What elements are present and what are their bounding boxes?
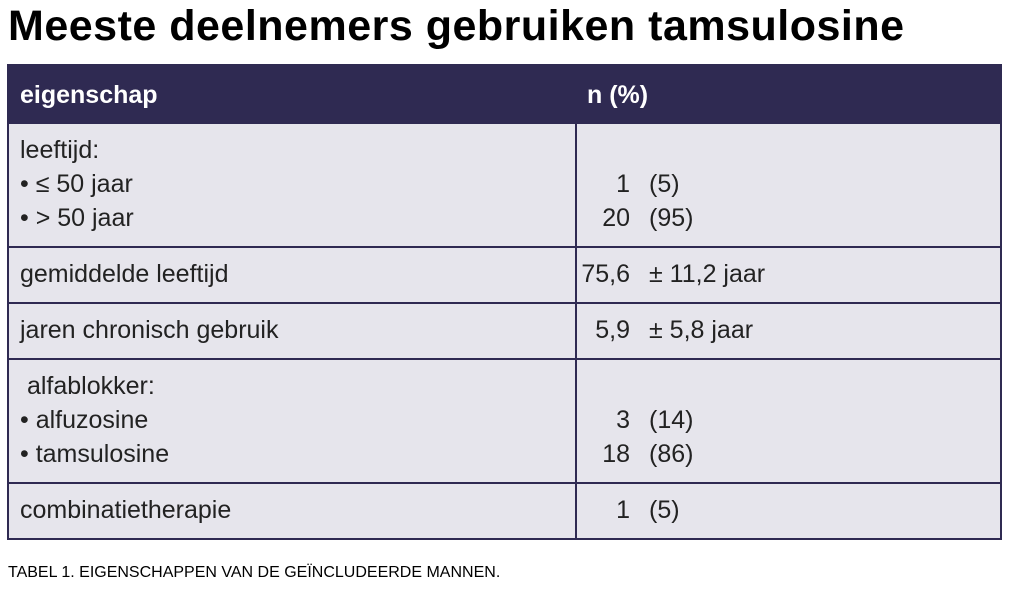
caption: TABEL 1. EIGENSCHAPPEN VAN DE GEÏNCLUDEE… [8,564,501,581]
label-line: jaren chronisch gebruik [20,316,279,344]
value-extra: (86) [649,440,694,468]
table-row: combinatietherapie 1 (5) [9,482,1000,538]
table-row: leeftijd: • ≤ 50 jaar • > 50 jaar 1 (5) 20 (95… [9,122,1000,246]
value-n: 1 [616,496,630,524]
value-extra: (5) [649,496,680,524]
value-n: 20 [602,204,630,232]
label-line: leeftijd: [20,136,100,164]
label-line: gemiddelde leeftijd [20,260,229,288]
value-extra: (14) [649,406,694,434]
value-n: 18 [602,440,630,468]
value-extra: ± 5,8 jaar [649,316,754,344]
table-header: eigenschap n (%) [9,66,1000,122]
label-line: • alfuzosine [20,406,149,434]
value-n: 1 [616,170,630,198]
column-divider [575,124,577,246]
table-row: gemiddelde leeftijd 75,6 ± 11,2 jaar [9,246,1000,302]
column-divider [575,484,577,538]
header-cell: n (%) [587,81,649,109]
column-divider [575,248,577,302]
column-divider [575,304,577,358]
title: Meeste deelnemers gebruiken tamsulosine [8,2,905,50]
value-n: 75,6 [581,260,630,288]
table-row: jaren chronisch gebruik 5,9 ± 5,8 jaar [9,302,1000,358]
header-cell: eigenschap [20,81,158,109]
label-line: • > 50 jaar [20,204,134,232]
label-line: combinatietherapie [20,496,232,524]
table-row: alfablokker: • alfuzosine • tamsulosine 3 (1… [9,358,1000,482]
value-extra: (5) [649,170,680,198]
column-divider [575,360,577,482]
table: eigenschap n (%) leeftijd: • ≤ 50 jaar • >… [7,64,1002,540]
value-extra: ± 11,2 jaar [649,260,766,288]
value-n: 3 [616,406,630,434]
label-line: • tamsulosine [20,440,170,468]
value-n: 5,9 [595,316,630,344]
label-line: • ≤ 50 jaar [20,170,133,198]
value-extra: (95) [649,204,694,232]
label-line: alfablokker: [20,372,155,400]
